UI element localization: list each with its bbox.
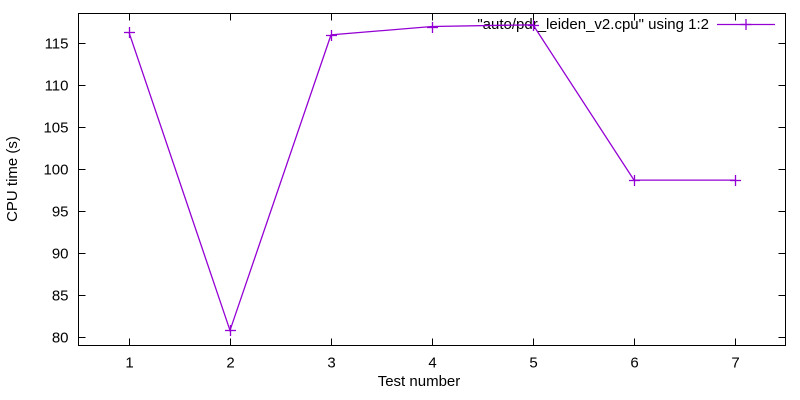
y-tick-label: 80	[52, 330, 69, 347]
x-tick-label: 7	[731, 355, 739, 372]
x-tick-label: 2	[226, 355, 234, 372]
x-tick-label: 1	[125, 355, 133, 372]
x-tick-label: 6	[630, 355, 638, 372]
legend-sample-line	[717, 19, 775, 30]
y-tick-label: 115	[45, 36, 69, 53]
x-tick-labels: 1 2 3 4 5 6 7	[125, 355, 739, 372]
x-tick-label: 4	[428, 355, 436, 372]
series-line-pdr-leiden-v2	[128, 24, 735, 333]
data-series-group	[124, 20, 741, 336]
y-tick-label: 105	[43, 120, 68, 137]
x-axis-title: Test number	[378, 373, 461, 390]
x-tick-label: 3	[327, 355, 335, 372]
plot-border	[77, 12, 787, 347]
y-tick-label: 110	[45, 78, 69, 95]
y-tick-label: 90	[52, 246, 69, 263]
y-tick-label: 100	[43, 162, 68, 179]
x-tick-marks	[128, 13, 737, 346]
y-axis-title: CPU time (s)	[4, 136, 21, 222]
series-markers	[124, 20, 741, 336]
y-tick-label: 85	[52, 288, 69, 305]
y-tick-label: 95	[52, 204, 69, 221]
y-tick-labels: 80 85 90 95 100 105 110 115	[43, 36, 68, 347]
x-tick-label: 5	[529, 355, 537, 372]
legend-entry-label: "auto/pdr_leiden_v2.cpu" using 1:2	[477, 16, 709, 33]
y-tick-marks	[78, 42, 786, 339]
